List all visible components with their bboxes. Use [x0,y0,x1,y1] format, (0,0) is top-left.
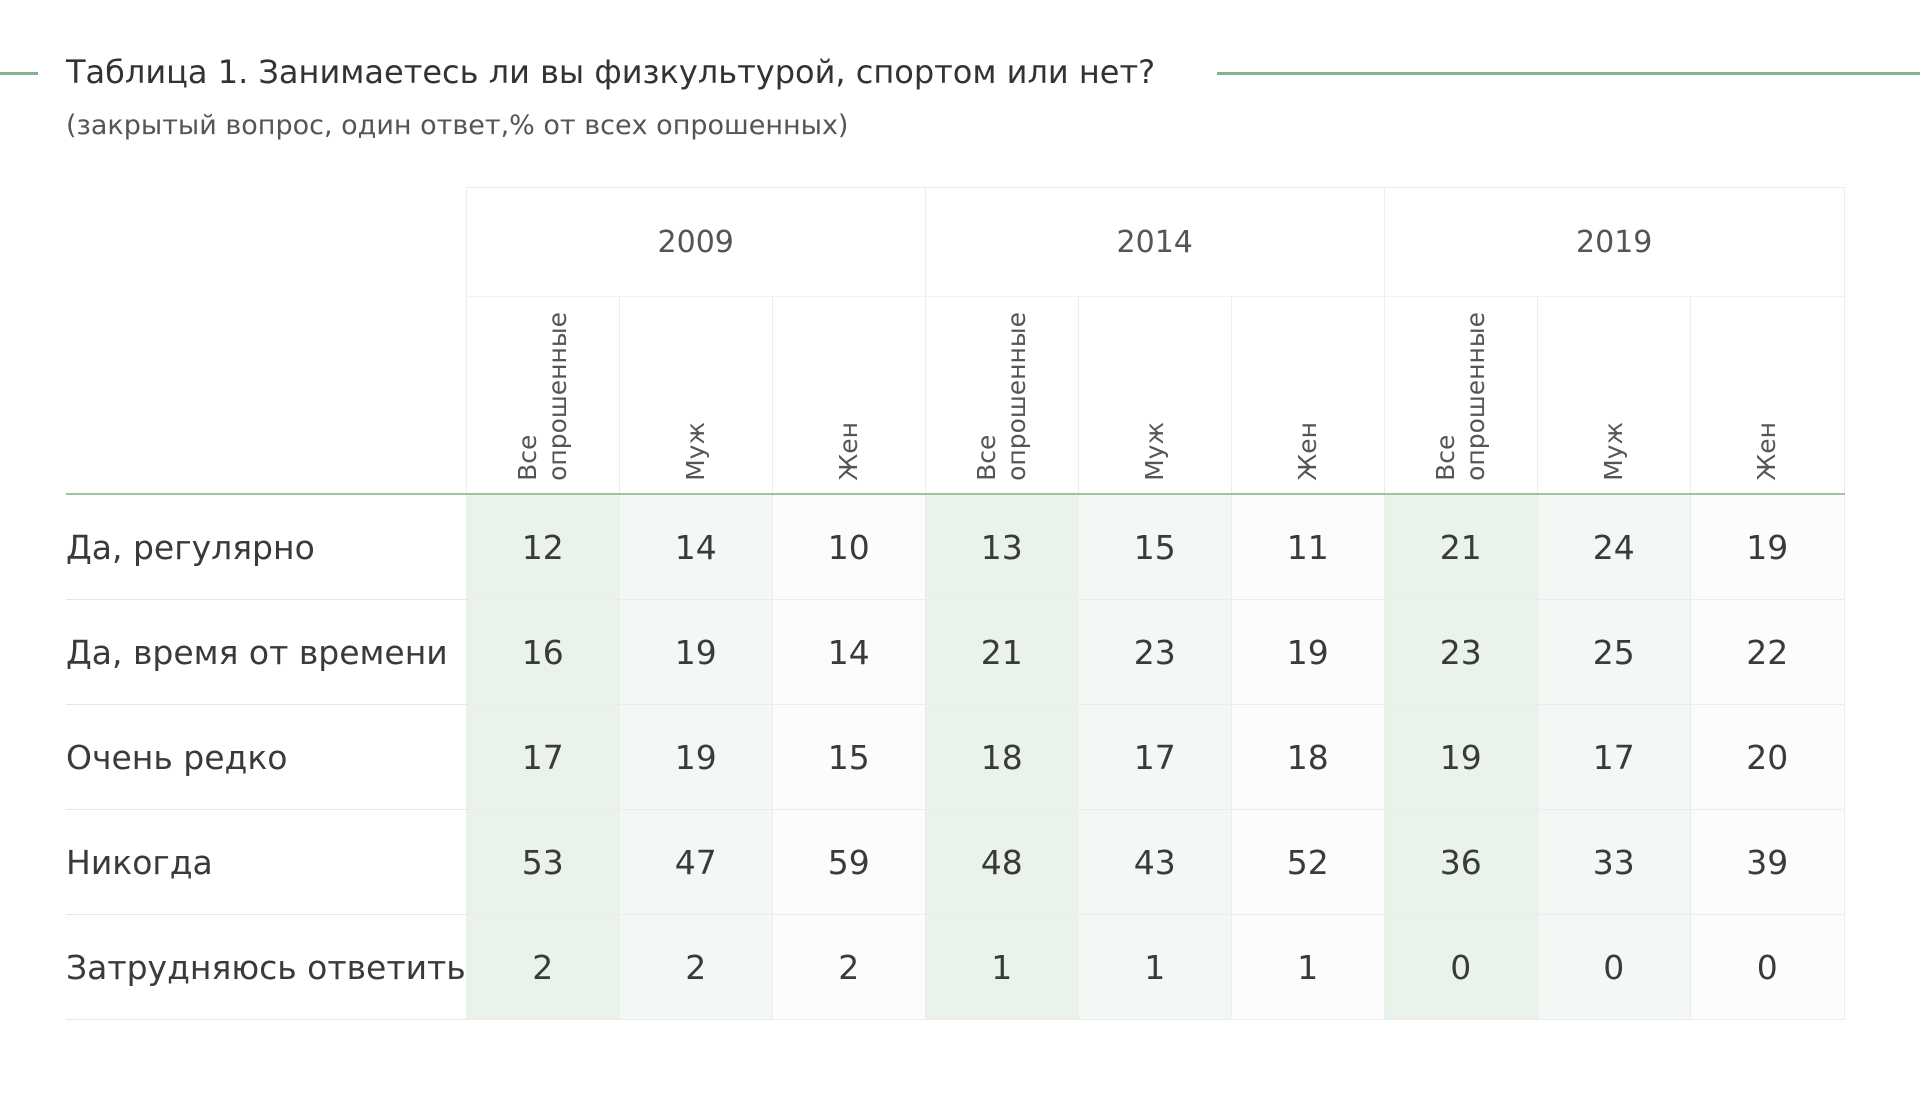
table-cell: 36 [1383,809,1538,915]
table-cell: 22 [1689,599,1845,705]
subcolumn-header: Жен [1689,296,1845,495]
table-corner [66,188,466,297]
table-cell: 10 [771,493,926,600]
subcolumn-label: Все опрошенные [1430,312,1490,481]
table-cell: 13 [924,493,1079,600]
table-cell: 14 [771,599,926,705]
table-row: Затрудняюсь ответить 2 2 2 1 1 1 0 0 0 [66,914,1845,1020]
table-cell: 2 [465,914,620,1020]
table-cell: 0 [1689,914,1845,1020]
table-cell: 1 [1077,914,1232,1020]
row-label-header [66,296,467,495]
title-rule-left [0,72,38,75]
row-label: Да, время от времени [66,599,467,705]
subcolumn-label: Жен [1752,422,1782,481]
subcolumn-label: Жен [1292,422,1322,481]
table-cell: 1 [1230,914,1385,1020]
table-cell: 2 [771,914,926,1020]
subcolumn-label: Все опрошенные [971,312,1031,481]
year-header: 2014 [924,187,1385,297]
subcolumn-label: Муж [680,422,710,481]
row-label: Очень редко [66,704,467,810]
table-cell: 17 [1077,704,1232,810]
table-cell: 53 [465,809,620,915]
table-cell: 19 [618,599,773,705]
year-header: 2009 [465,187,926,297]
table-cell: 15 [771,704,926,810]
subcolumn-label: Жен [833,422,863,481]
table-cell: 0 [1536,914,1691,1020]
table-cell: 17 [465,704,620,810]
table-row: Никогда 53 47 59 48 43 52 36 33 39 [66,809,1845,915]
year-header-row: 2009 2014 2019 [66,187,1845,297]
subcolumn-header: Все опрошенные [465,296,620,495]
table-cell: 25 [1536,599,1691,705]
row-label: Затрудняюсь ответить [66,914,467,1020]
table-cell: 16 [465,599,620,705]
table-cell: 20 [1689,704,1845,810]
table-cell: 21 [1383,493,1538,600]
table-cell: 18 [924,704,1079,810]
subcolumn-header: Все опрошенные [1383,296,1538,495]
subcolumn-label: Муж [1598,422,1628,481]
table-cell: 48 [924,809,1079,915]
table-cell: 52 [1230,809,1385,915]
page-title: Таблица 1. Занимаетесь ли вы физкультуро… [66,53,1156,91]
table-row: Да, время от времени 16 19 14 21 23 19 2… [66,599,1845,705]
subcolumn-label: Муж [1139,422,1169,481]
table-cell: 11 [1230,493,1385,600]
table-cell: 47 [618,809,773,915]
table-cell: 24 [1536,493,1691,600]
subcolumn-header: Жен [771,296,926,495]
table-cell: 19 [618,704,773,810]
table-row: Очень редко 17 19 15 18 17 18 19 17 20 [66,704,1845,810]
subcolumn-header: Муж [618,296,773,495]
subcolumn-header: Муж [1077,296,1232,495]
table-cell: 0 [1383,914,1538,1020]
table-cell: 1 [924,914,1079,1020]
table-cell: 23 [1383,599,1538,705]
page-subtitle: (закрытый вопрос, один ответ,% от всех о… [66,110,849,141]
year-header: 2019 [1383,187,1845,297]
survey-table: 2009 2014 2019 Все опрошенные Муж Жен Вс… [66,187,1845,1020]
title-rule-right [1217,72,1920,75]
table-cell: 59 [771,809,926,915]
table-cell: 18 [1230,704,1385,810]
table-cell: 19 [1689,493,1845,600]
table-cell: 23 [1077,599,1232,705]
subcolumn-header: Жен [1230,296,1385,495]
table-cell: 15 [1077,493,1232,600]
table-cell: 17 [1536,704,1691,810]
subcolumn-label: Все опрошенные [512,312,572,481]
table-cell: 39 [1689,809,1845,915]
subcolumn-header-row: Все опрошенные Муж Жен Все опрошенные Му… [66,296,1845,495]
table-row: Да, регулярно 12 14 10 13 15 11 21 24 19 [66,493,1845,600]
subcolumn-header: Все опрошенные [924,296,1079,495]
table-cell: 21 [924,599,1079,705]
table-cell: 2 [618,914,773,1020]
table-cell: 12 [465,493,620,600]
row-label: Да, регулярно [66,494,467,600]
table-cell: 19 [1383,704,1538,810]
row-label: Никогда [66,809,467,915]
subcolumn-header: Муж [1536,296,1691,495]
table-cell: 33 [1536,809,1691,915]
table-cell: 19 [1230,599,1385,705]
table-cell: 14 [618,493,773,600]
table-cell: 43 [1077,809,1232,915]
